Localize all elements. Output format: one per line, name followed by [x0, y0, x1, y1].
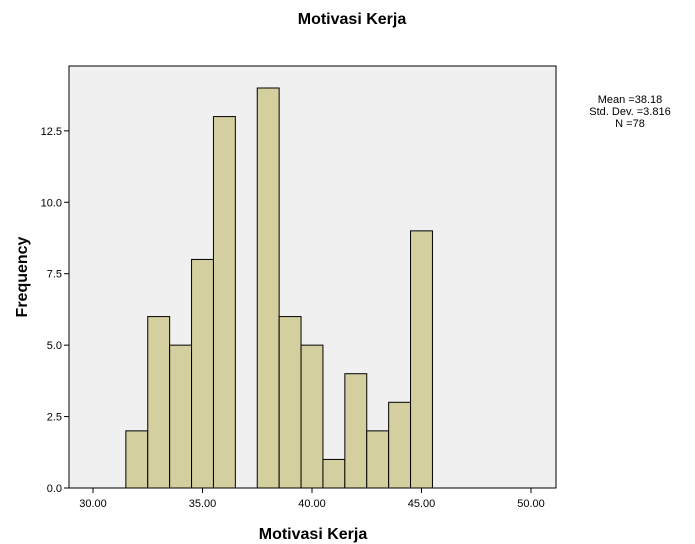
histogram-bar: [300, 344, 324, 489]
y-axis: 0.0 2.5 5.0 7.5 10.0 12.5: [41, 126, 69, 495]
histogram-bar: [125, 430, 149, 489]
histogram-bar: [278, 316, 302, 489]
y-axis-title: Frequency: [14, 236, 31, 317]
histogram-bar: [212, 116, 236, 489]
histogram-bar: [147, 316, 171, 489]
y-tick-label: 12.5: [41, 126, 62, 138]
histogram-bar: [322, 458, 346, 489]
histogram-bar: [366, 430, 390, 489]
histogram-bar: [256, 87, 280, 489]
histogram-bar: [169, 344, 193, 489]
histogram-bar: [410, 230, 433, 489]
x-tick-label: 35.00: [189, 498, 217, 510]
chart-title: Motivasi Kerja: [298, 11, 407, 28]
x-axis-title: Motivasi Kerja: [259, 526, 368, 543]
x-tick-label: 50.00: [517, 498, 545, 510]
y-tick-label: 0.0: [47, 483, 62, 495]
y-tick-label: 2.5: [47, 412, 62, 424]
x-tick-label: 45.00: [408, 498, 436, 510]
stats-std-dev: Std. Dev. =3.816: [589, 106, 670, 118]
x-tick-label: 30.00: [79, 498, 107, 510]
histogram-bar: [191, 258, 214, 489]
histogram-bar: [344, 373, 368, 489]
y-tick-label: 7.5: [47, 269, 62, 281]
y-tick-label: 5.0: [47, 340, 62, 352]
x-axis: 30.00 35.00 40.00 45.00 50.00: [79, 488, 545, 510]
stats-box: Mean =38.18 Std. Dev. =3.816 N =78: [589, 94, 670, 130]
y-tick-label: 10.0: [41, 197, 62, 209]
stats-mean: Mean =38.18: [598, 94, 663, 106]
bars-layer: [125, 87, 433, 489]
stats-n: N =78: [615, 118, 645, 130]
x-tick-label: 40.00: [298, 498, 326, 510]
histogram-bar: [388, 401, 412, 489]
